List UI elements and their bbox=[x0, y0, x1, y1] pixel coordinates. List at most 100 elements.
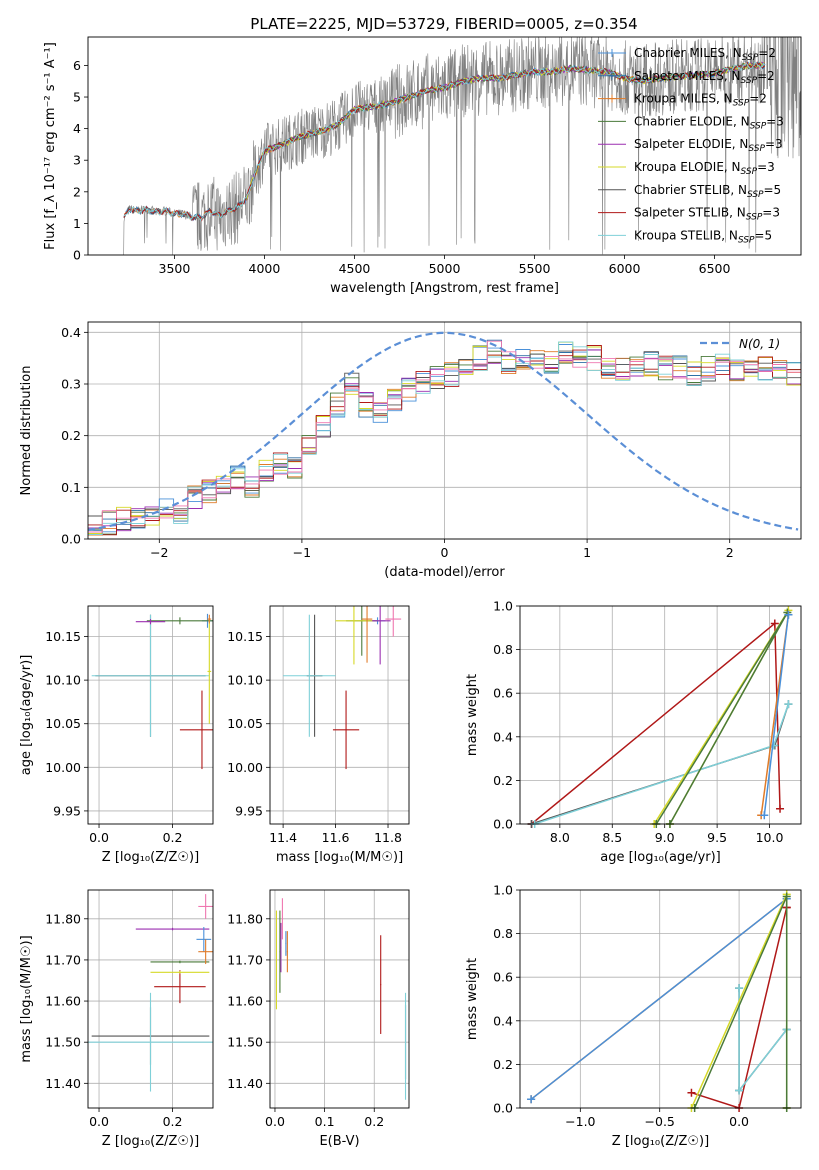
mass_vs_Z-frame bbox=[87, 889, 214, 1109]
residual_hist-ytick-label: 0.4 bbox=[61, 325, 81, 340]
mass_vs_ebv-xtick-label: 0.1 bbox=[315, 1114, 335, 1129]
mass_vs_Z-ytick-label: 11.50 bbox=[45, 1035, 81, 1050]
age_vs_Z-point bbox=[135, 619, 166, 625]
hist-series-0 bbox=[88, 344, 801, 535]
mass_vs_Z-ylabel: mass [log₁₀(M/M☉)] bbox=[19, 935, 34, 1062]
mass_vs_Z-point bbox=[198, 939, 213, 965]
age_vs_mass-point bbox=[332, 690, 360, 770]
mass_vs_Z-xtick-label: 0.2 bbox=[163, 1114, 183, 1129]
spectrum-ytick-label: 4 bbox=[73, 121, 81, 136]
age_vs_Z-point bbox=[207, 619, 212, 724]
hist-series-9 bbox=[88, 340, 801, 533]
spectrum-ytick-label: 3 bbox=[73, 153, 81, 168]
spectrum-xtick-label: 4000 bbox=[249, 261, 281, 276]
weight_vs_Z-ytick-label: 0.2 bbox=[493, 1057, 513, 1072]
residual_hist-xtick-label: −1 bbox=[293, 545, 311, 560]
residual_hist-xtick-label: −2 bbox=[150, 545, 168, 560]
weight_vs_age-series-kroupa_stelib bbox=[534, 703, 790, 824]
weight_vs_Z-ytick-label: 0.4 bbox=[493, 1013, 513, 1028]
weight_vs_age-axes: 8.0 8.5 9.0 9.5 10.0 0.0 0.2 0.4 0.6 0.8 1.0 age [l… bbox=[465, 599, 801, 865]
mass_vs_Z-point bbox=[198, 894, 213, 919]
mass_vs_Z-ytick-label: 11.80 bbox=[45, 911, 81, 926]
mass_vs_Z-point bbox=[150, 971, 210, 974]
gaussian-curve bbox=[88, 331, 799, 531]
hist-series-3 bbox=[88, 345, 801, 535]
weight_vs_Z-series-salpeter_stelib bbox=[691, 907, 788, 1108]
spectrum-xlabel: wavelength [Angstrom, rest frame] bbox=[330, 281, 559, 296]
age_vs_Z-ytick-label: 10.05 bbox=[45, 716, 81, 731]
age_vs_mass-point bbox=[385, 606, 402, 637]
weight_vs_age-series-chabrier_miles bbox=[763, 614, 790, 816]
weight_vs_Z-ylabel: mass weight bbox=[465, 958, 480, 1040]
spectrum-model-kroupa_stelib bbox=[123, 61, 765, 222]
weight_vs_age-ytick-label: 1.0 bbox=[493, 599, 513, 614]
weight_vs_Z-xtick-label: −0.5 bbox=[645, 1114, 675, 1129]
mass_vs_ebv-frame bbox=[269, 889, 410, 1109]
spectrum-legend: Chabrier MILES, NSSP=2 Salpeter MILES, NS… bbox=[598, 46, 784, 245]
weight_vs_Z-marker bbox=[782, 892, 791, 901]
weight_vs_age-series-chabrier_stelib bbox=[531, 703, 790, 824]
weight_vs_age-marker bbox=[760, 811, 769, 820]
weight_vs_Z-axes: −1.0 −0.5 0.0 0.0 0.2 0.4 0.6 0.8 1.0 Z [log₁₀(Z/… bbox=[465, 883, 801, 1149]
residual_hist-xtick-label: 1 bbox=[583, 545, 591, 560]
mass_vs_Z-axes: 0.0 0.2 11.40 11.50 11.60 11.70 11.80 Z [log₁₀(… bbox=[19, 890, 213, 1149]
legend-marker bbox=[608, 71, 616, 80]
spectrum-ytick-label: 1 bbox=[73, 216, 81, 231]
weight_vs_age-frame bbox=[519, 605, 802, 825]
age_vs_Z-point bbox=[207, 614, 212, 624]
age_vs_mass-xlabel: mass [log₁₀(M/M☉)] bbox=[276, 850, 403, 865]
spectrum-data-line bbox=[88, 37, 801, 255]
age_vs_Z-ytick-label: 10.00 bbox=[45, 760, 81, 775]
hist-series-1 bbox=[88, 339, 801, 531]
weight_vs_Z-series-chabrier_elodie bbox=[693, 896, 788, 1108]
age_vs_Z-xtick-label: 0.0 bbox=[89, 830, 109, 845]
age_vs_mass-ytick-label: 10.15 bbox=[227, 629, 263, 644]
mass_vs_Z-point bbox=[196, 927, 212, 952]
legend-label: Chabrier ELODIE, NSSP=3 bbox=[634, 114, 784, 131]
mass_vs_ebv-point bbox=[280, 922, 282, 973]
age_vs_Z-point bbox=[91, 614, 210, 737]
mass_vs_Z-point bbox=[150, 960, 210, 964]
age_vs_mass-ytick-label: 9.95 bbox=[235, 803, 263, 818]
mass_vs_ebv-ytick-label: 11.60 bbox=[227, 994, 263, 1009]
age_vs_mass-ytick-label: 10.00 bbox=[227, 760, 263, 775]
age_vs_mass-frame bbox=[269, 605, 410, 825]
mass_vs_ebv-ytick-label: 11.40 bbox=[227, 1076, 263, 1091]
age_vs_Z-ytick-label: 10.15 bbox=[45, 629, 81, 644]
weight_vs_Z-marker bbox=[527, 1095, 536, 1104]
weight_vs_age-xtick-label: 8.5 bbox=[602, 830, 622, 845]
spectrum-ytick-label: 0 bbox=[73, 248, 81, 263]
age_vs_Z-axes: 0.0 0.2 9.95 10.00 10.05 10.10 10.15 Z [log₁₀(Z… bbox=[19, 606, 213, 865]
weight_vs_Z-frame bbox=[519, 889, 802, 1109]
age_vs_Z-point bbox=[179, 690, 213, 770]
spectrum-ytick-label: 6 bbox=[73, 58, 81, 73]
weight_vs_age-xlabel: age [log₁₀(age/yr)] bbox=[600, 850, 721, 865]
spectrum-axes: 3500 4000 4500 5000 5500 6000 6500 0 1 2 3 4 5 6 wavel… bbox=[43, 37, 801, 296]
legend-label: Salpeter MILES, NSSP=2 bbox=[634, 69, 775, 86]
weight_vs_age-ytick-label: 0.8 bbox=[493, 642, 513, 657]
spectrum-ytick-label: 5 bbox=[73, 90, 81, 105]
age_vs_mass-ytick-label: 10.10 bbox=[227, 673, 263, 688]
residual_hist-ylabel: Normed distribution bbox=[19, 366, 34, 496]
mass_vs_ebv-point bbox=[281, 898, 283, 940]
mass_vs_ebv-ytick-label: 11.70 bbox=[227, 952, 263, 967]
spectrum-ytick-label: 2 bbox=[73, 184, 81, 199]
hist-series-6 bbox=[88, 350, 801, 530]
spectrum-xtick-label: 4500 bbox=[339, 261, 371, 276]
spectrum-ylabel: Flux [f_λ 10⁻¹⁷ erg cm⁻² s⁻¹ A⁻¹] bbox=[43, 42, 58, 250]
weight_vs_age-xtick-label: 10.0 bbox=[756, 830, 784, 845]
residual_hist-ytick-label: 0.2 bbox=[61, 428, 81, 443]
mass_vs_ebv-xtick-label: 0.0 bbox=[265, 1114, 285, 1129]
weight_vs_Z-marker bbox=[687, 1088, 696, 1097]
legend-label: Chabrier MILES, NSSP=2 bbox=[634, 46, 776, 63]
age_vs_mass-xtick-label: 11.6 bbox=[322, 830, 350, 845]
mass_vs_ebv-ytick-label: 11.50 bbox=[227, 1035, 263, 1050]
legend-marker bbox=[608, 49, 616, 57]
weight_vs_Z-xlabel: Z [log₁₀(Z/Z☉)] bbox=[612, 1134, 709, 1149]
residual_hist-axes: −2 −1 0 1 2 0.0 0.1 0.2 0.3 0.4 (data-model)/error… bbox=[19, 322, 801, 580]
age_vs_mass-point bbox=[335, 606, 373, 665]
mass_vs_ebv-point bbox=[285, 931, 287, 956]
mass_vs_Z-xtick-label: 0.0 bbox=[89, 1114, 109, 1129]
spectrum-xtick-label: 5000 bbox=[429, 261, 461, 276]
